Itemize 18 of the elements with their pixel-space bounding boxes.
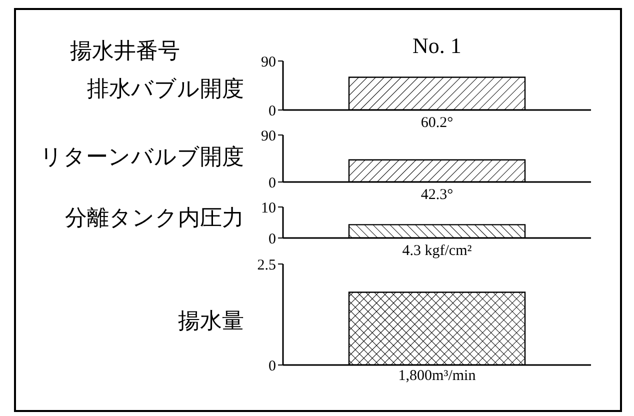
y-tick-label: 0 xyxy=(268,358,276,374)
y-axis-title: 排水バブル開度 xyxy=(87,76,244,104)
text: 1,800m³/min xyxy=(397,367,477,385)
y-tick-label: 2.5 xyxy=(257,257,276,274)
y-tick-label: 90 xyxy=(261,128,276,144)
x-axis-title: 揚水井番号 xyxy=(70,38,180,66)
y-axis-title: リターンバルブ開度 xyxy=(40,144,244,172)
data-label: 60.2° xyxy=(420,115,454,131)
y-tick-label: 90 xyxy=(261,54,276,70)
x-tick-label: No. 1 xyxy=(412,33,462,58)
y-axis-title: 分離タンク内圧力 xyxy=(65,205,244,233)
y-tick-label: 10 xyxy=(261,200,276,216)
y-tick-label: 0 xyxy=(268,231,276,248)
y-tick-label: 0 xyxy=(268,175,276,192)
data-label: 42.3° xyxy=(420,187,454,203)
y-tick-label: 0 xyxy=(268,103,276,120)
data-label: 4.3 kgf/cm² xyxy=(402,243,472,259)
y-axis-title: 揚水量 xyxy=(178,308,244,336)
